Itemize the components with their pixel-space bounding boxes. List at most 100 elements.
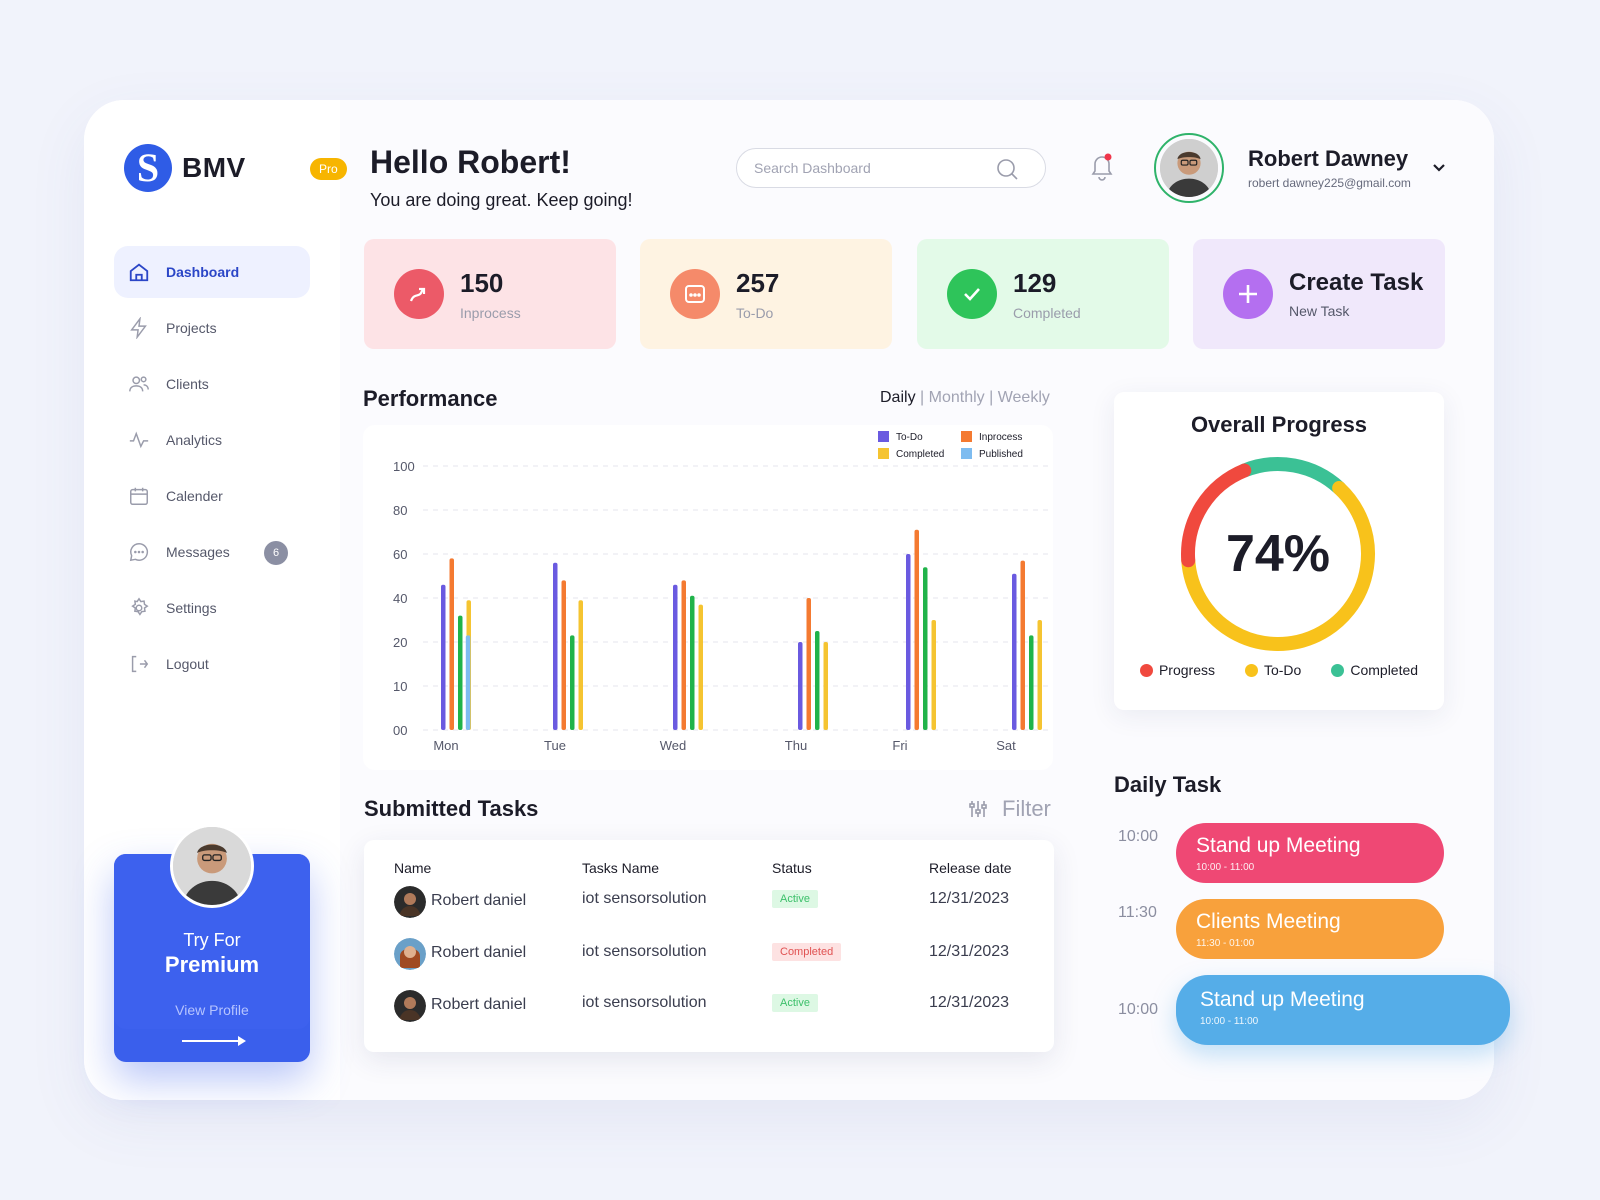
premium-card[interactable]: Try For Premium View Profile: [114, 824, 310, 1062]
sidebar-item-label: Projects: [166, 320, 217, 336]
sidebar-item-label: Clients: [166, 376, 209, 392]
task-range: 10:00 - 11:00: [1200, 1016, 1259, 1027]
checkmark-icon: [947, 269, 997, 319]
tab-separator: |: [989, 389, 998, 406]
premium-try-text: Try For: [183, 930, 241, 950]
col-name: Name: [394, 860, 432, 876]
tab-weekly[interactable]: Weekly: [997, 389, 1050, 406]
bar-inprocess: [561, 580, 566, 730]
bar-inprocess: [1020, 560, 1025, 730]
submitted-tasks-title: Submitted Tasks: [364, 796, 539, 821]
task-title: Stand up Meeting: [1196, 834, 1361, 857]
y-tick-label: 00: [393, 723, 407, 738]
row-date: 12/31/2023: [929, 890, 1010, 907]
brand-logo[interactable]: S BMV Pro: [124, 144, 347, 192]
bar-to-do: [673, 584, 678, 730]
bar-published: [1037, 620, 1042, 730]
col-release-date: Release date: [929, 860, 1012, 876]
search-input[interactable]: Search Dashboard: [736, 148, 1046, 188]
bar-completed: [815, 631, 820, 730]
sidebar-item-projects[interactable]: Projects: [114, 302, 310, 354]
stat-value: 257: [736, 267, 780, 298]
create-task-label: Create Task: [1289, 269, 1424, 296]
stat-label: Inprocess: [460, 304, 521, 321]
gear-icon: [131, 597, 149, 616]
task-card-standup-2[interactable]: Stand up Meeting 10:00 - 11:00: [1176, 975, 1510, 1045]
search-icon[interactable]: [995, 157, 1019, 181]
bar-published: [578, 600, 583, 730]
stat-label: To-Do: [736, 304, 774, 321]
stat-value: 150: [460, 267, 504, 298]
legend-swatch: [961, 431, 972, 442]
logout-icon: [131, 655, 149, 673]
user-name: Robert Dawney: [1248, 146, 1409, 171]
sidebar-item-label: Dashboard: [166, 264, 240, 280]
user-avatar[interactable]: [1154, 133, 1224, 203]
row-date: 12/31/2023: [929, 994, 1010, 1011]
bar-to-do: [798, 642, 803, 730]
status-badge: Completed: [772, 943, 842, 961]
sidebar-item-dashboard[interactable]: Dashboard: [114, 246, 310, 298]
stat-value: 129: [1013, 267, 1057, 298]
stat-card-completed[interactable]: 129 Completed: [917, 239, 1169, 349]
row-name: Robert daniel: [431, 892, 527, 909]
stat-card-todo[interactable]: 257 To-Do: [640, 239, 892, 349]
avatar: [394, 886, 426, 918]
filter-button[interactable]: Filter: [968, 796, 1051, 822]
bar-to-do: [441, 584, 446, 730]
sidebar-item-label: Messages: [166, 544, 230, 560]
tab-monthly[interactable]: Monthly: [928, 389, 985, 406]
trend-arrow-icon: [394, 269, 444, 319]
bell-icon[interactable]: [1088, 152, 1116, 182]
task-time: 10:00: [1118, 1001, 1159, 1018]
sidebar-item-logout[interactable]: Logout: [114, 638, 310, 690]
y-tick-label: 20: [393, 635, 407, 650]
avatar: [394, 938, 426, 970]
bar-inprocess: [914, 529, 919, 730]
performance-chart: 00 10 20 40 60 80 100 Mon Tue Wed Thu Fri Sat To-Do In…: [393, 431, 1053, 753]
sidebar-item-label: Logout: [166, 656, 209, 672]
sidebar-item-calender[interactable]: Calender: [114, 470, 310, 522]
bar-to-do: [906, 554, 911, 730]
task-title: Stand up Meeting: [1200, 988, 1365, 1011]
row-name: Robert daniel: [431, 944, 527, 961]
stat-card-inprocess[interactable]: 150 Inprocess: [364, 239, 616, 349]
x-tick-label: Sat: [996, 738, 1016, 753]
y-tick-label: 80: [393, 503, 407, 518]
donut-segment-todo: [1181, 480, 1375, 651]
y-tick-label: 40: [393, 591, 407, 606]
legend-label: To-Do: [896, 432, 923, 443]
brand-name: BMV: [182, 152, 246, 183]
person-avatar-icon: [173, 827, 251, 905]
create-task-button[interactable]: Create Task New Task: [1193, 239, 1445, 349]
todo-list-icon: [670, 269, 720, 319]
sidebar-item-clients[interactable]: Clients: [114, 358, 310, 410]
overall-progress-title: Overall Progress: [1190, 412, 1368, 437]
tab-daily[interactable]: Daily: [880, 389, 916, 406]
submitted-tasks-table: Name Tasks Name Status Release date Robe…: [364, 840, 1054, 1052]
chevron-down-icon[interactable]: [1430, 158, 1448, 176]
bar-inprocess: [681, 580, 686, 730]
page-subtitle: You are doing great. Keep going!: [370, 190, 633, 210]
pro-badge: Pro: [310, 158, 347, 180]
sidebar-item-settings[interactable]: Settings: [114, 582, 310, 634]
col-task-name: Tasks Name: [582, 860, 660, 876]
task-title: Clients Meeting: [1196, 910, 1341, 933]
legend-todo: To-Do: [1244, 662, 1301, 678]
legend-label: Completed: [896, 449, 944, 460]
task-card-standup[interactable]: Stand up Meeting 10:00 - 11:00: [1176, 823, 1444, 883]
bar-published: [698, 604, 703, 730]
col-status: Status: [772, 860, 812, 876]
premium-avatar: [170, 824, 254, 908]
row-name: Robert daniel: [431, 996, 527, 1013]
arrow-right-icon[interactable]: [182, 1036, 246, 1046]
bar-to-do: [553, 562, 558, 730]
y-tick-label: 60: [393, 547, 407, 562]
stat-label: Completed: [1013, 304, 1081, 321]
sidebar-item-analytics[interactable]: Analytics: [114, 414, 310, 466]
sidebar-item-messages[interactable]: Messages 6: [114, 526, 310, 578]
task-card-clients[interactable]: Clients Meeting 11:30 - 01:00: [1176, 899, 1444, 959]
x-tick-label: Mon: [433, 738, 458, 753]
task-range: 10:00 - 11:00: [1196, 862, 1255, 873]
view-profile-link[interactable]: View Profile: [175, 1002, 249, 1018]
